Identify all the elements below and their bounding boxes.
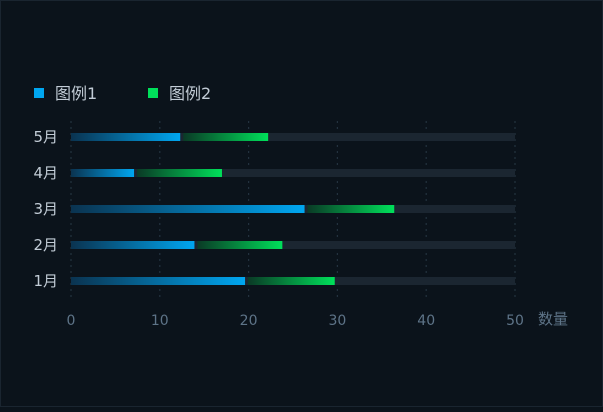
category-label-5: 5月 [33, 128, 58, 146]
bar-series2-4 [137, 169, 222, 177]
bar-series2-2 [197, 241, 283, 249]
x-tick-label-10: 10 [151, 313, 169, 329]
bar-track-4 [71, 169, 515, 177]
bar-series2-3 [307, 205, 395, 213]
bar-series2-5 [183, 133, 269, 141]
bar-series2-1 [248, 277, 335, 285]
bar-series1-2 [71, 241, 195, 249]
category-label-2: 2月 [33, 236, 58, 254]
x-axis-label: 数量 [538, 310, 568, 328]
axis-labels: 1月 2月 3月 4月 5月 0 10 20 30 40 50 数量 [33, 128, 568, 329]
x-tick-label-50: 50 [506, 313, 524, 329]
x-tick-label-30: 30 [328, 313, 346, 329]
bar-series1-1 [71, 277, 246, 285]
category-label-1: 1月 [33, 272, 58, 290]
category-label-3: 3月 [33, 200, 58, 218]
x-tick-label-40: 40 [417, 313, 435, 329]
bar-series1-5 [71, 133, 181, 141]
legend-label-1: 图例1 [55, 84, 97, 103]
legend-swatch-1 [34, 88, 44, 98]
bar-track-2 [71, 241, 515, 249]
legend-label-2: 图例2 [169, 84, 211, 103]
legend: 图例1 图例2 [34, 84, 211, 103]
x-tick-label-20: 20 [240, 313, 258, 329]
category-label-4: 4月 [33, 164, 58, 182]
bar-track-5 [71, 133, 515, 141]
bar-series1-4 [71, 169, 135, 177]
bar-series1-3 [71, 205, 305, 213]
bars [71, 133, 395, 285]
x-tick-label-0: 0 [67, 313, 76, 329]
legend-swatch-2 [148, 88, 158, 98]
